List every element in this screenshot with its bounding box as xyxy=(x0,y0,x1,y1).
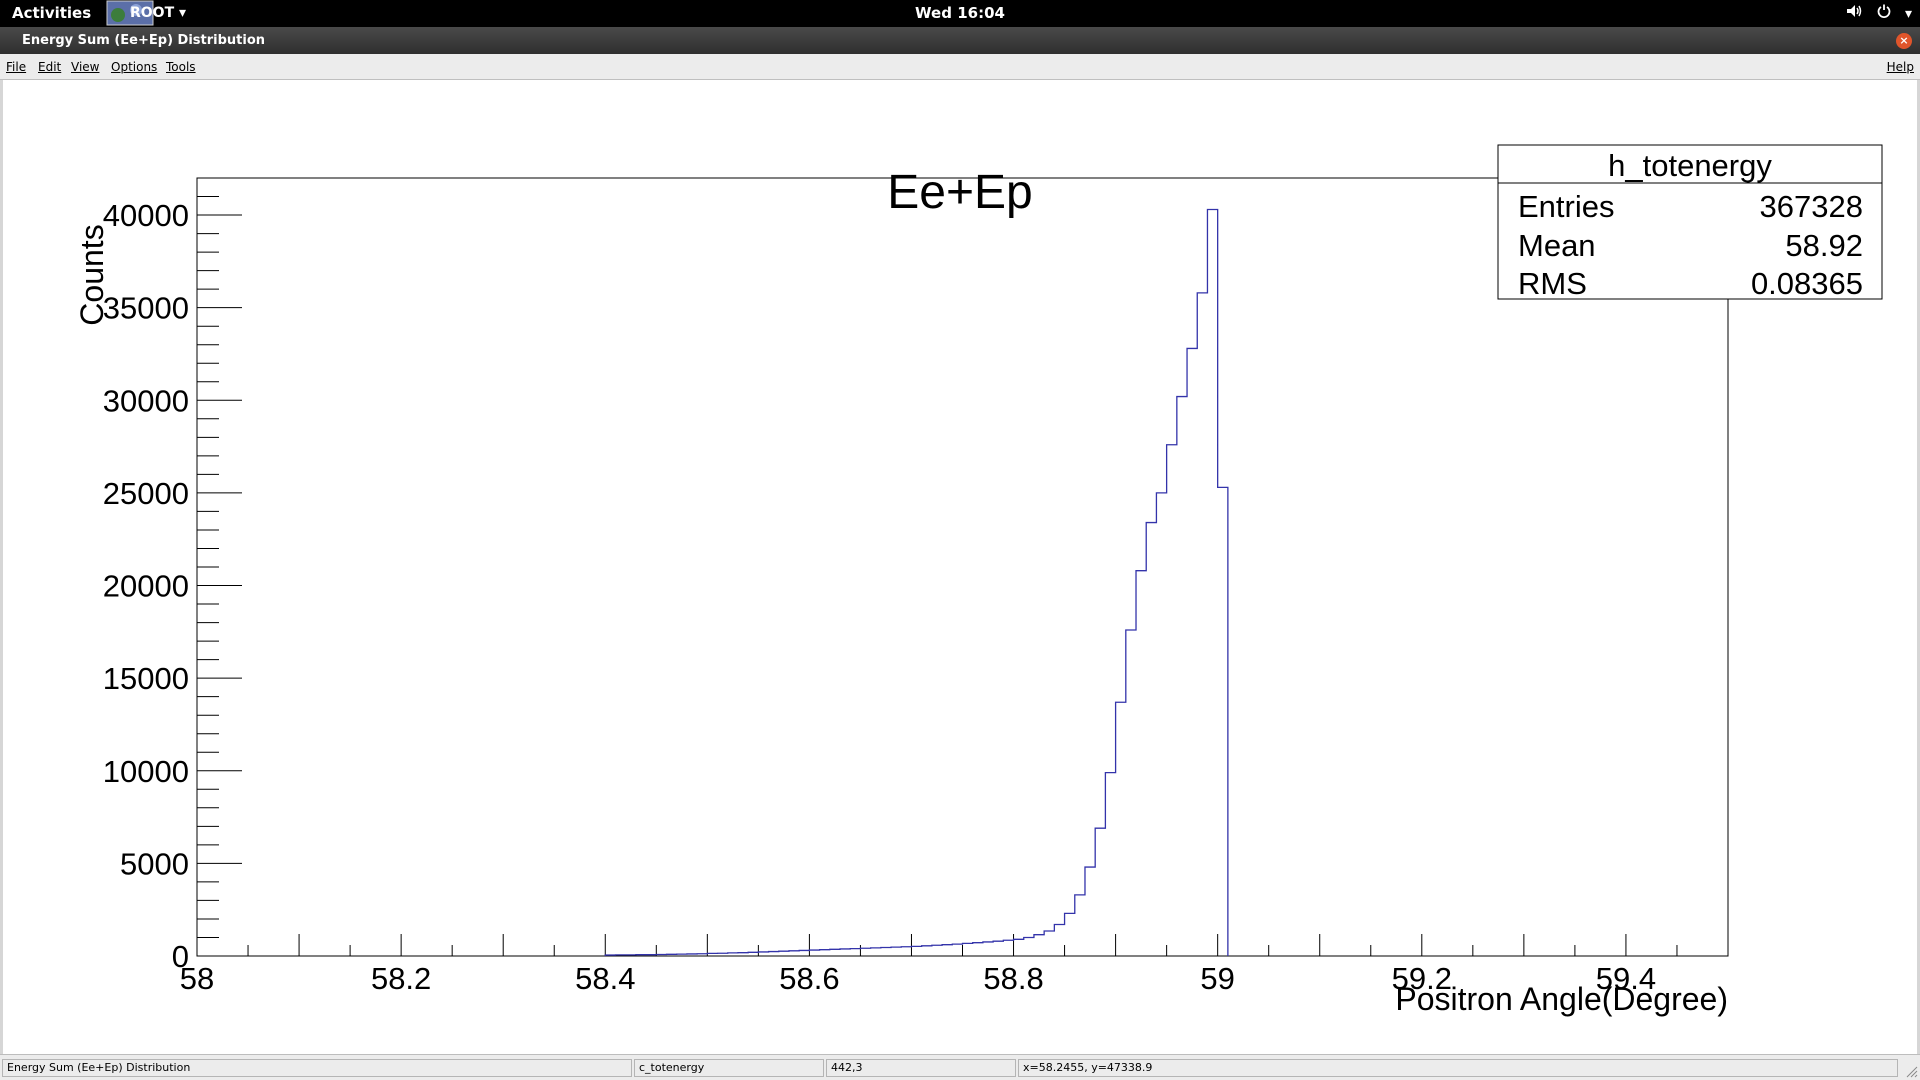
root-app-icon[interactable] xyxy=(106,0,154,26)
power-icon[interactable] xyxy=(1877,4,1895,22)
stats-row-value: 0.08365 xyxy=(1751,266,1863,301)
stats-box[interactable]: h_totenergy Entries 367328 Mean 58.92 RM… xyxy=(1497,144,1883,301)
x-tick-labels: 58 58.2 58.4 58.6 58.8 59 59.2 59.4 xyxy=(180,961,1656,996)
stats-row-label: RMS xyxy=(1518,266,1587,301)
close-button[interactable]: × xyxy=(1896,33,1912,49)
x-tick-label: 58 xyxy=(180,961,214,996)
system-tray[interactable]: ▾ xyxy=(1836,4,1912,22)
y-tick-label: 10000 xyxy=(103,754,189,789)
menu-file[interactable]: File xyxy=(6,60,27,74)
stats-row-value: 58.92 xyxy=(1785,228,1863,263)
menu-view[interactable]: View xyxy=(71,60,100,74)
y-tick-label: 30000 xyxy=(103,383,189,418)
status-world-coords: x=58.2455, y=47338.9 xyxy=(1018,1059,1898,1077)
status-canvas-name: c_totenergy xyxy=(634,1059,824,1077)
axis-ticks xyxy=(196,177,1729,957)
volume-icon[interactable] xyxy=(1846,5,1866,22)
x-tick-label: 58.2 xyxy=(371,961,431,996)
histogram-plot[interactable]: Ee+Ep 0 5000 10000 15000 20000 25000 30000 3500… xyxy=(3,80,1917,1054)
y-tick-label: 5000 xyxy=(120,846,189,881)
x-tick-label: 59.2 xyxy=(1392,961,1452,996)
y-axis-label: Counts xyxy=(74,224,110,325)
status-object-title: Energy Sum (Ee+Ep) Distribution xyxy=(2,1059,632,1077)
system-top-bar: Activities ROOT ▾ Wed 16:04 ▾ xyxy=(0,0,1920,27)
status-pixel-coords: 442,3 xyxy=(826,1059,1016,1077)
stats-row-value: 367328 xyxy=(1760,189,1863,224)
app-menu-label[interactable]: ROOT ▾ xyxy=(130,5,187,21)
stats-box-title: h_totenergy xyxy=(1608,148,1772,183)
status-bar: Energy Sum (Ee+Ep) Distribution c_totene… xyxy=(0,1054,1920,1080)
x-tick-label: 59 xyxy=(1200,961,1234,996)
chart-title: Ee+Ep xyxy=(887,166,1032,219)
window-title-bar[interactable]: Energy Sum (Ee+Ep) Distribution × xyxy=(0,27,1920,54)
y-tick-label: 20000 xyxy=(103,569,189,604)
y-tick-label: 15000 xyxy=(103,661,189,696)
clock[interactable]: Wed 16:04 xyxy=(915,4,1005,22)
menu-tools[interactable]: Tools xyxy=(166,60,196,74)
resize-grip-icon[interactable] xyxy=(1904,1064,1918,1078)
y-tick-labels: 0 5000 10000 15000 20000 25000 30000 35000 40000 xyxy=(103,198,189,974)
tray-menu-arrow[interactable]: ▾ xyxy=(1904,6,1912,22)
histogram-series[interactable] xyxy=(604,208,1229,956)
stats-row-label: Mean xyxy=(1518,228,1596,263)
menu-edit[interactable]: Edit xyxy=(38,60,62,74)
x-tick-label: 59.4 xyxy=(1596,961,1656,996)
menu-bar: File Edit View Options Tools Help xyxy=(0,54,1920,80)
y-tick-label: 40000 xyxy=(103,198,189,233)
x-tick-label: 58.8 xyxy=(983,961,1043,996)
stats-row-label: Entries xyxy=(1518,189,1614,224)
y-tick-label: 0 xyxy=(172,939,189,974)
x-tick-label: 58.6 xyxy=(779,961,839,996)
y-tick-label: 35000 xyxy=(103,291,189,326)
x-axis-label: Positron Angle(Degree) xyxy=(1395,981,1728,1017)
plot-canvas[interactable]: Ee+Ep 0 5000 10000 15000 20000 25000 30000 3500… xyxy=(0,80,1920,1054)
y-tick-label: 25000 xyxy=(103,476,189,511)
menu-help[interactable]: Help xyxy=(1886,60,1914,74)
activities-button[interactable]: Activities xyxy=(12,4,92,22)
window-title: Energy Sum (Ee+Ep) Distribution xyxy=(22,33,266,48)
x-tick-label: 58.4 xyxy=(575,961,635,996)
menu-options[interactable]: Options xyxy=(111,60,158,74)
